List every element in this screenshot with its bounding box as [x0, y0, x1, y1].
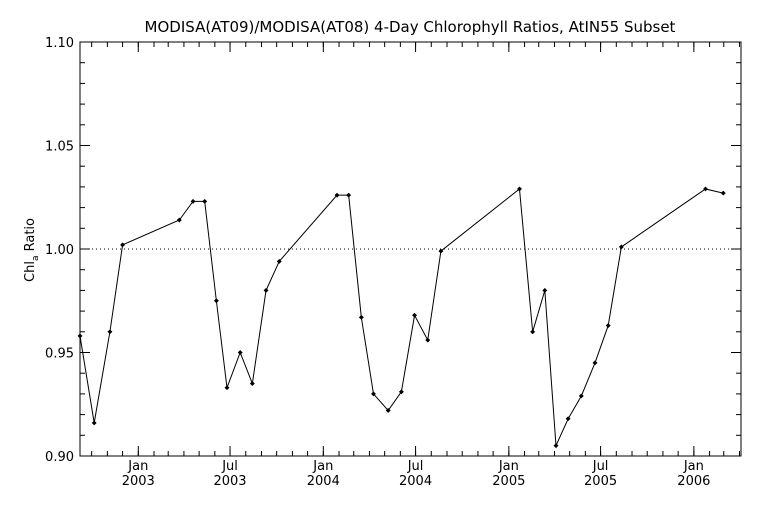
plot-frame: [79, 41, 742, 457]
x-tick-label-month: Jan: [127, 459, 148, 474]
x-tick-label-year: 2004: [399, 474, 432, 489]
data-point: [542, 287, 548, 293]
axis-ticks: 0.900.951.001.051.10Jan2003Jul2003Jan200…: [45, 36, 741, 489]
y-axis-label-tail: Ratio: [23, 218, 38, 256]
x-tick-label-month: Jul: [221, 459, 238, 474]
x-tick-label-month: Jan: [312, 459, 333, 474]
x-tick-label-year: 2004: [307, 474, 340, 489]
data-point: [120, 242, 126, 248]
y-axis-label-main: Chl: [23, 261, 38, 282]
data-point: [213, 298, 219, 304]
data-point: [107, 329, 113, 335]
data-point: [530, 329, 536, 335]
data-point: [202, 198, 208, 204]
x-tick-label-year: 2003: [122, 474, 155, 489]
data-point: [249, 380, 255, 387]
y-tick-label: 1.00: [45, 243, 74, 258]
x-tick-label-month: Jan: [498, 459, 519, 474]
data-points: [77, 186, 726, 449]
x-tick-label-year: 2005: [492, 474, 525, 489]
x-tick-label-month: Jan: [683, 459, 704, 474]
data-point: [516, 186, 523, 192]
data-point: [276, 258, 282, 264]
data-point: [370, 391, 377, 397]
data-point: [91, 420, 97, 426]
y-axis-label: Chla Ratio: [23, 218, 41, 282]
y-tick-label: 0.90: [45, 450, 74, 465]
x-tick-label-month: Jul: [592, 459, 609, 474]
data-point: [237, 349, 243, 356]
data-point: [176, 217, 182, 223]
x-tick-label-year: 2005: [584, 474, 617, 489]
data-point: [358, 314, 364, 320]
x-tick-label-month: Jul: [407, 459, 424, 474]
series-line: [79, 188, 724, 446]
data-point: [618, 244, 624, 250]
data-point: [263, 287, 269, 293]
y-tick-label: 1.05: [45, 140, 74, 155]
data-point: [605, 323, 611, 329]
data-point: [702, 186, 709, 192]
data-point: [578, 393, 584, 399]
data-point: [565, 416, 571, 422]
data-point: [412, 312, 418, 318]
x-tick-label-year: 2006: [677, 474, 710, 489]
chart-title: MODISA(AT09)/MODISA(AT08) 4-Day Chloroph…: [145, 18, 676, 36]
data-point: [425, 337, 431, 343]
y-tick-label: 1.10: [45, 36, 74, 51]
data-point: [190, 198, 196, 204]
data-point: [346, 192, 352, 198]
y-axis-label-subscript: a: [31, 256, 41, 262]
data-point: [224, 385, 230, 391]
data-point: [553, 443, 559, 449]
y-tick-label: 0.95: [45, 347, 74, 362]
data-point: [334, 192, 340, 198]
data-point: [385, 407, 391, 414]
data-point: [398, 389, 404, 395]
data-point: [77, 333, 83, 339]
data-point: [438, 248, 444, 254]
svg-text:Chla Ratio: Chla Ratio: [23, 218, 41, 282]
data-point: [592, 360, 598, 366]
x-tick-label-year: 2003: [213, 474, 246, 489]
data-point: [720, 190, 726, 196]
